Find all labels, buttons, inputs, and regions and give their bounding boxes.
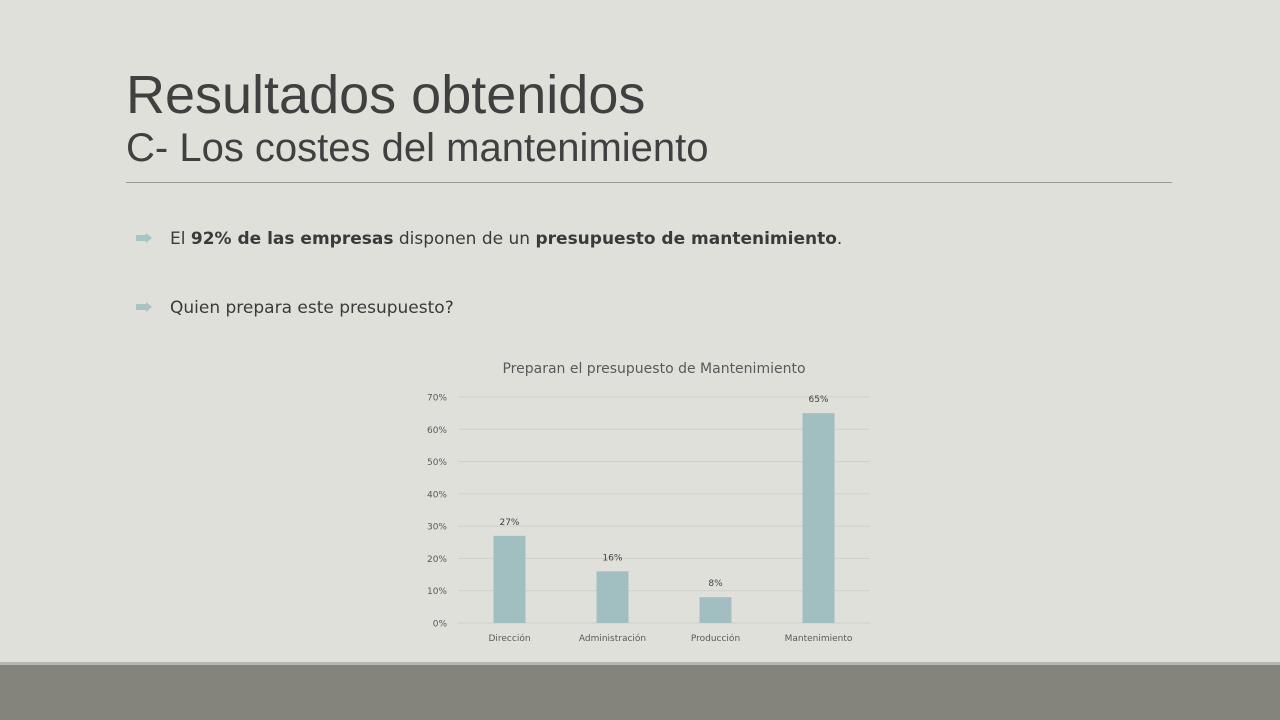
bar: [596, 571, 629, 623]
bullet-list: El 92% de las empresas disponen de un pr…: [136, 222, 1136, 360]
y-tick-label: 30%: [427, 523, 447, 533]
y-tick-label: 60%: [427, 426, 447, 436]
arrow-bullet-icon: [136, 302, 152, 312]
x-tick-label: Administración: [579, 633, 646, 644]
bar-chart: Preparan el presupuesto de Mantenimiento…: [427, 361, 870, 644]
data-label: 8%: [708, 579, 723, 589]
bullet-text-bold: 92% de las empresas: [190, 229, 394, 249]
y-tick-label: 20%: [427, 555, 447, 565]
y-tick-label: 10%: [427, 587, 447, 597]
data-label: 27%: [499, 518, 519, 528]
bullet-item: El 92% de las empresas disponen de un pr…: [136, 222, 1136, 256]
slide-title: Resultados obtenidos: [126, 65, 646, 125]
data-label: 65%: [808, 395, 828, 405]
x-tick-label: Dirección: [488, 633, 530, 644]
bullet-text: .: [836, 229, 843, 249]
arrow-bullet-icon: [136, 233, 152, 243]
y-tick-label: 0%: [433, 620, 448, 630]
y-tick-label: 70%: [427, 394, 447, 404]
slide-title-block: Resultados obtenidos C- Los costes del m…: [126, 64, 709, 170]
bullet-text-bold: presupuesto de mantenimiento: [535, 229, 837, 249]
title-divider: [126, 182, 1172, 183]
bar: [493, 535, 526, 623]
data-label: 16%: [602, 553, 622, 563]
bar: [699, 597, 732, 623]
bullet-item: Quien prepara este presupuesto?: [136, 291, 1136, 325]
y-tick-label: 40%: [427, 490, 447, 500]
footer-band: [0, 665, 1280, 720]
bullet-text: disponen de un: [393, 229, 536, 249]
bullet-text: El: [170, 229, 191, 249]
footer-divider: [0, 662, 1280, 665]
x-tick-label: Producción: [691, 633, 740, 644]
chart-title: Preparan el presupuesto de Mantenimiento: [502, 361, 805, 377]
x-tick-label: Mantenimiento: [785, 634, 853, 644]
slide-subtitle: C- Los costes del mantenimiento: [126, 126, 709, 170]
bullet-text: Quien prepara este presupuesto?: [170, 298, 454, 318]
bar: [802, 413, 835, 623]
y-tick-label: 50%: [427, 458, 447, 468]
